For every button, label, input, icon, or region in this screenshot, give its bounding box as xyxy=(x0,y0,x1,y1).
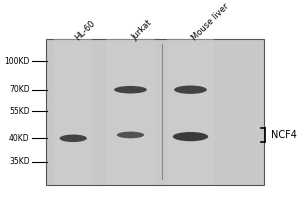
Text: 40KD: 40KD xyxy=(9,134,30,143)
Bar xyxy=(106,39,155,185)
Ellipse shape xyxy=(60,135,87,142)
Text: 100KD: 100KD xyxy=(4,57,30,66)
Ellipse shape xyxy=(173,132,208,141)
Ellipse shape xyxy=(114,86,147,93)
Text: NCF4: NCF4 xyxy=(271,130,297,140)
Text: 70KD: 70KD xyxy=(9,85,30,94)
Text: HL-60: HL-60 xyxy=(73,19,97,42)
Bar xyxy=(167,39,214,185)
Text: Jurkat: Jurkat xyxy=(130,19,154,42)
Bar xyxy=(46,39,264,185)
Bar xyxy=(54,39,92,185)
Ellipse shape xyxy=(117,132,144,138)
Text: 55KD: 55KD xyxy=(9,107,30,116)
Ellipse shape xyxy=(174,86,207,94)
Text: Mouse liver: Mouse liver xyxy=(190,2,231,42)
Text: 35KD: 35KD xyxy=(9,157,30,166)
